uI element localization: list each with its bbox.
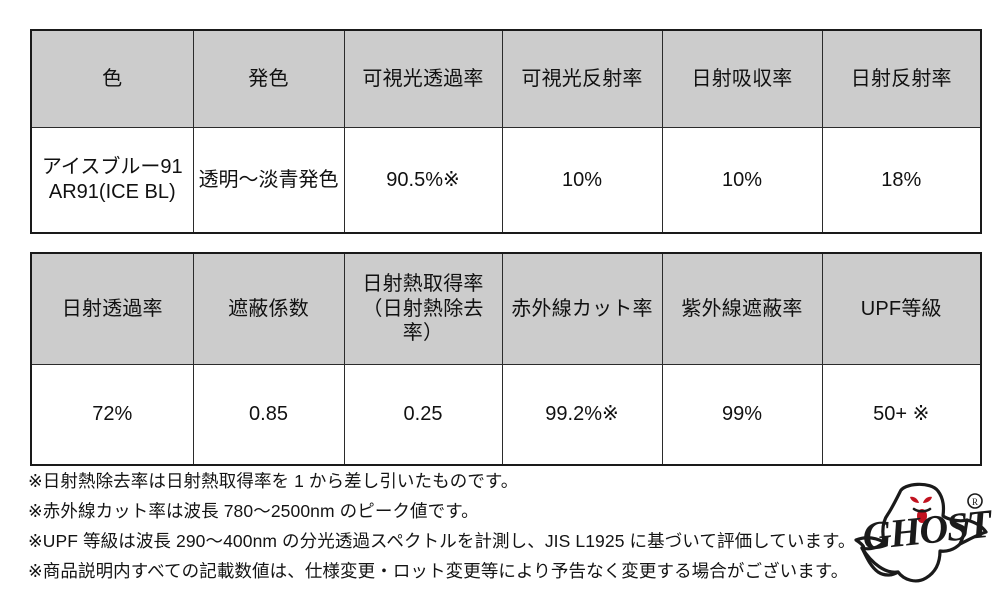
cell-shading-coefficient: 0.85 — [192, 364, 345, 466]
cell-visible-light-reflectance: 10% — [501, 127, 663, 234]
ghost-mascot-icon: GHOST R — [854, 482, 995, 583]
ghost-brand-logo: GHOST R — [848, 478, 996, 590]
table-row: 72% 0.85 0.25 99.2%※ 99% 50+ ※ — [30, 364, 982, 466]
ghost-tongue — [917, 509, 927, 523]
column-header-solar-heat-gain: 日射熱取得率 （日射熱除去率） — [343, 252, 503, 365]
column-header-shading-coefficient: 遮蔽係数 — [192, 252, 345, 365]
cell-uv-shielding-rate: 99% — [661, 364, 823, 466]
cell-hatsushoku: 透明〜淡青発色 — [192, 127, 345, 234]
table-header-row: 色 発色 可視光透過率 可視光反射率 日射吸収率 日射反射率 — [30, 29, 982, 128]
column-header-solar-reflectance: 日射反射率 — [821, 29, 982, 128]
table-two-header: 日射透過率 遮蔽係数 日射熱取得率 （日射熱除去率） 赤外線カット率 紫外線遮蔽… — [30, 252, 982, 365]
column-header-solar-absorptance: 日射吸収率 — [661, 29, 823, 128]
column-header-uv-shielding-rate: 紫外線遮蔽率 — [661, 252, 823, 365]
ghost-eye — [910, 496, 932, 503]
cell-solar-absorptance: 10% — [661, 127, 823, 234]
footnote-line: ※UPF 等級は波長 290〜400nm の分光透過スペクトルを計測し、JIS … — [28, 531, 856, 551]
footnotes-block: ※日射熱除去率は日射熱取得率を 1 から差し引いたものです。 ※赤外線カット率は… — [28, 466, 878, 586]
cell-infrared-cut-rate: 99.2%※ — [501, 364, 663, 466]
footnote-line: ※赤外線カット率は波長 780〜2500nm のピーク値です。 — [28, 501, 479, 521]
cell-visible-light-transmittance: 90.5%※ — [343, 127, 503, 234]
table-one-header: 色 発色 可視光透過率 可視光反射率 日射吸収率 日射反射率 — [30, 29, 982, 128]
column-header-visible-light-reflectance: 可視光反射率 — [501, 29, 663, 128]
column-header-visible-light-transmittance: 可視光透過率 — [343, 29, 503, 128]
footnote-line: ※商品説明内すべての記載数値は、仕様変更・ロット変更等により予告なく変更する場合… — [28, 561, 849, 581]
ghost-wordmark: GHOST — [860, 500, 995, 558]
thermal-spec-table-secondary: 日射透過率 遮蔽係数 日射熱取得率 （日射熱除去率） 赤外線カット率 紫外線遮蔽… — [30, 252, 982, 466]
column-header-upf-grade: UPF等級 — [821, 252, 982, 365]
table-one-body: アイスブルー91 AR91(ICE BL) 透明〜淡青発色 90.5%※ 10%… — [30, 127, 982, 234]
svg-text:GHOST: GHOST — [860, 500, 995, 558]
footnote-line: ※日射熱除去率は日射熱取得率を 1 から差し引いたものです。 — [28, 471, 519, 491]
optical-spec-table-primary: 色 発色 可視光透過率 可視光反射率 日射吸収率 日射反射率 アイスブルー91 … — [30, 29, 982, 234]
table-row: アイスブルー91 AR91(ICE BL) 透明〜淡青発色 90.5%※ 10%… — [30, 127, 982, 234]
cell-solar-transmittance: 72% — [30, 364, 194, 466]
column-header-solar-transmittance: 日射透過率 — [30, 252, 194, 365]
column-header-infrared-cut-rate: 赤外線カット率 — [501, 252, 663, 365]
registered-mark-glyph: R — [972, 497, 978, 507]
cell-solar-reflectance: 18% — [821, 127, 982, 234]
cell-solar-heat-gain: 0.25 — [343, 364, 503, 466]
table-header-row: 日射透過率 遮蔽係数 日射熱取得率 （日射熱除去率） 赤外線カット率 紫外線遮蔽… — [30, 252, 982, 365]
cell-color-name: アイスブルー91 AR91(ICE BL) — [30, 127, 194, 234]
column-header-color: 色 — [30, 29, 194, 128]
column-header-hatsushoku: 発色 — [192, 29, 345, 128]
table-two-body: 72% 0.85 0.25 99.2%※ 99% 50+ ※ — [30, 364, 982, 466]
registered-trademark-icon — [967, 493, 983, 509]
cell-upf-grade: 50+ ※ — [821, 364, 982, 466]
